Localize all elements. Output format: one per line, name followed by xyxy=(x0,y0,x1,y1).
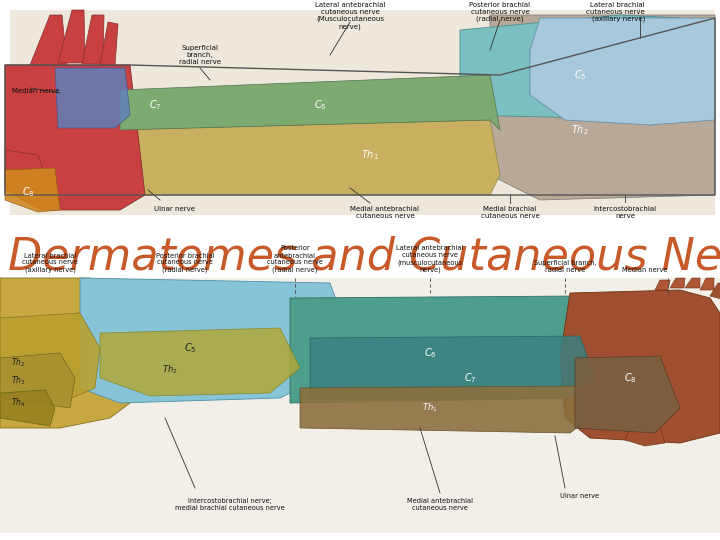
Text: Median nerve: Median nerve xyxy=(623,267,668,273)
Text: Medial antebrachial
cutaneous nerve: Medial antebrachial cutaneous nerve xyxy=(351,206,420,219)
Text: $C_5$: $C_5$ xyxy=(574,68,586,82)
Text: $Th_1$: $Th_1$ xyxy=(361,148,379,162)
Polygon shape xyxy=(290,296,600,403)
Polygon shape xyxy=(0,278,720,533)
Text: $C_7$: $C_7$ xyxy=(464,371,476,385)
Text: $Th_1$: $Th_1$ xyxy=(422,402,438,414)
Polygon shape xyxy=(460,15,710,118)
Text: Medial brachial
cutaneous nerve: Medial brachial cutaneous nerve xyxy=(481,206,539,219)
Polygon shape xyxy=(120,75,500,130)
Polygon shape xyxy=(82,15,104,64)
Text: Ulnar nerve: Ulnar nerve xyxy=(155,206,196,212)
Polygon shape xyxy=(80,278,350,403)
Polygon shape xyxy=(0,278,150,428)
Polygon shape xyxy=(700,278,714,290)
Text: Posterior
antebrachial
cutaneous nerve
(radial nerve): Posterior antebrachial cutaneous nerve (… xyxy=(267,246,323,273)
Text: Superficial
branch,
radial nerve: Superficial branch, radial nerve xyxy=(179,45,221,65)
Text: Lateral antebrachial
cutaneous nerve
(Musculocutaneous
nerve): Lateral antebrachial cutaneous nerve (Mu… xyxy=(315,2,385,30)
Text: $Th_2$: $Th_2$ xyxy=(162,364,178,376)
Text: Posterior brachial
cutaneous nerve
(radial nerve): Posterior brachial cutaneous nerve (radi… xyxy=(156,253,215,273)
Text: $Th_3$: $Th_3$ xyxy=(11,375,25,387)
Polygon shape xyxy=(58,10,85,63)
Text: $C_5$: $C_5$ xyxy=(184,341,197,355)
Polygon shape xyxy=(0,353,75,408)
Text: Lateral brachial
cutaneous nerve
(axillary nerve): Lateral brachial cutaneous nerve (axilla… xyxy=(586,2,645,23)
Polygon shape xyxy=(0,390,55,426)
Text: $C_7$: $C_7$ xyxy=(149,98,161,112)
Polygon shape xyxy=(710,283,720,300)
Text: Posterior brachial
cutaneous nerve
(radial nerve): Posterior brachial cutaneous nerve (radi… xyxy=(469,2,531,23)
Polygon shape xyxy=(490,15,715,200)
Text: Superficial branch,
radial nerve: Superficial branch, radial nerve xyxy=(534,260,596,273)
Text: Intercostobrachial
nerve: Intercostobrachial nerve xyxy=(593,206,657,219)
Polygon shape xyxy=(5,65,145,210)
Polygon shape xyxy=(30,15,67,65)
Text: Medial antebrachial
cutaneous nerve: Medial antebrachial cutaneous nerve xyxy=(407,498,473,511)
Polygon shape xyxy=(10,10,715,215)
Polygon shape xyxy=(0,313,100,403)
Polygon shape xyxy=(625,426,665,446)
Text: $C_6$: $C_6$ xyxy=(314,98,326,112)
Text: $C_8$: $C_8$ xyxy=(22,185,35,199)
Text: Intercostobrachial nerve;
medial brachial cutaneous nerve: Intercostobrachial nerve; medial brachia… xyxy=(175,498,285,511)
Polygon shape xyxy=(575,356,680,433)
Text: $Th_2$: $Th_2$ xyxy=(571,123,589,137)
Text: $Th_4$: $Th_4$ xyxy=(11,397,25,409)
Text: $Th_2$: $Th_2$ xyxy=(11,357,25,369)
Polygon shape xyxy=(55,68,130,128)
Polygon shape xyxy=(670,278,685,288)
Polygon shape xyxy=(560,290,720,443)
Text: Ulnar nerve: Ulnar nerve xyxy=(560,493,600,499)
Polygon shape xyxy=(100,328,300,396)
Text: $C_6$: $C_6$ xyxy=(423,346,436,360)
Text: Lateral brachial
cutaneous nerve
(axillary nerve): Lateral brachial cutaneous nerve (axilla… xyxy=(22,253,78,273)
Polygon shape xyxy=(100,22,118,65)
Polygon shape xyxy=(655,280,670,290)
Text: Median nerve: Median nerve xyxy=(12,88,60,94)
Text: Lateral antebrachial
cutaneous nerve
(musculocutaneous
nerve): Lateral antebrachial cutaneous nerve (mu… xyxy=(396,245,464,273)
Polygon shape xyxy=(530,18,715,125)
Text: $C_8$: $C_8$ xyxy=(624,371,636,385)
Polygon shape xyxy=(100,120,500,195)
Polygon shape xyxy=(300,386,590,433)
Polygon shape xyxy=(5,150,48,195)
Polygon shape xyxy=(685,278,700,288)
Text: Dermatomes and Cutaneous Nerves UE: Dermatomes and Cutaneous Nerves UE xyxy=(8,235,720,278)
Polygon shape xyxy=(5,168,60,212)
Polygon shape xyxy=(310,336,595,400)
